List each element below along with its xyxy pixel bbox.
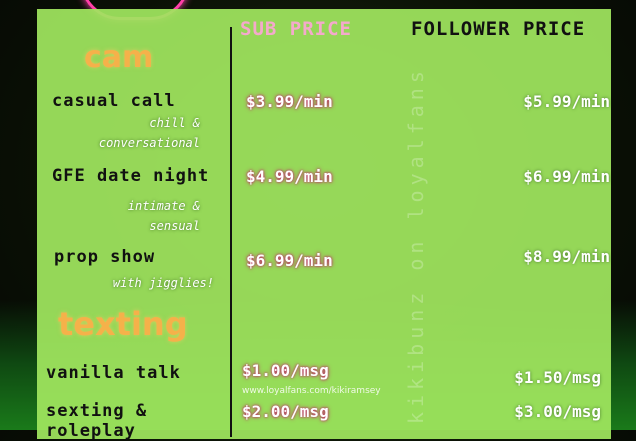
item-desc: chill & conversational: [60, 113, 200, 153]
desc-line: chill &: [149, 116, 200, 130]
item-desc: with jigglies!: [112, 276, 214, 290]
desc-line: intimate &: [127, 199, 200, 213]
url-watermark: www.loyalfans.com/kikiramsey: [242, 386, 381, 396]
desc-line: conversational: [98, 136, 200, 150]
item-name: sexting &: [46, 401, 148, 421]
follower-price-header: FOLLOWER PRICE: [411, 18, 586, 40]
follower-price: $6.99/min: [523, 167, 610, 186]
follower-price: $1.50/msg: [514, 368, 601, 387]
desc-line: sensual: [149, 219, 200, 233]
item-name: GFE date night: [52, 166, 210, 186]
column-divider: [230, 27, 232, 437]
sub-price-header: SUB PRICE: [240, 18, 352, 40]
sub-price: $6.99/min: [246, 251, 333, 270]
follower-price: $8.99/min: [523, 247, 610, 266]
sub-price: $1.00/msg: [242, 361, 329, 380]
sub-price: $3.99/min: [246, 92, 333, 111]
item-name: casual call: [52, 91, 176, 111]
watermark: kikibunz on loyalfans: [404, 66, 428, 424]
sub-price: $4.99/min: [246, 167, 333, 186]
sub-price: $2.00/msg: [242, 402, 329, 421]
item-name-line2: roleplay: [46, 421, 136, 441]
item-name: prop show: [54, 247, 156, 267]
section-title-texting: texting: [58, 305, 188, 343]
follower-price: $3.00/msg: [514, 402, 601, 421]
item-desc: intimate & sensual: [60, 196, 200, 236]
follower-price: $5.99/min: [523, 92, 610, 111]
item-name: vanilla talk: [46, 363, 181, 383]
section-title-cam: cam: [84, 40, 154, 75]
price-panel: [37, 9, 611, 439]
